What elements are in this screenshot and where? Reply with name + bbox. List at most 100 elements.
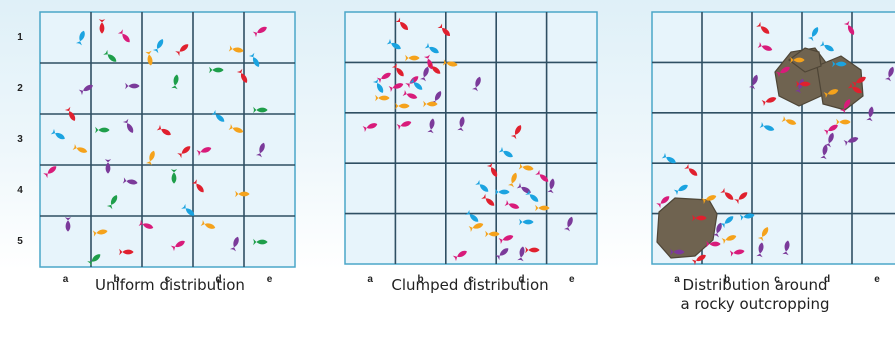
column-label: b xyxy=(113,274,120,285)
fish-icon xyxy=(424,42,439,54)
column-label: a xyxy=(674,274,680,285)
uniform-grid xyxy=(39,11,296,268)
fish-icon xyxy=(824,132,834,148)
grid-background xyxy=(344,11,598,265)
fish-icon xyxy=(75,30,85,46)
fish-icon xyxy=(720,216,734,229)
fish-icon xyxy=(252,26,267,38)
column-label: c xyxy=(164,274,171,285)
fish-icon xyxy=(471,76,481,92)
fish-icon xyxy=(228,123,244,133)
fish-icon xyxy=(196,147,212,157)
fish-icon xyxy=(547,178,555,194)
fish-icon xyxy=(518,163,534,171)
fish-icon xyxy=(517,246,525,262)
fish-icon xyxy=(820,144,828,160)
fish-icon xyxy=(706,240,721,248)
fish-icon xyxy=(535,204,550,212)
fish-icon xyxy=(498,235,514,245)
column-label: b xyxy=(417,274,424,285)
fish-icon xyxy=(734,192,748,205)
fish-icon xyxy=(87,254,101,267)
fish-icon xyxy=(832,60,847,68)
row-label: 3 xyxy=(17,133,23,145)
fish-icon xyxy=(253,106,268,114)
fish-icon xyxy=(117,29,130,43)
fish-icon xyxy=(228,45,244,53)
fish-icon xyxy=(495,188,510,196)
fish-icon xyxy=(98,19,106,34)
fish-icon xyxy=(402,89,418,99)
fish-icon xyxy=(375,94,390,102)
fish-icon xyxy=(721,235,737,245)
fish-icon xyxy=(171,74,179,90)
column-label: a xyxy=(62,274,69,285)
fish-icon xyxy=(761,97,777,107)
rock-outcropping xyxy=(816,55,864,111)
fish-icon xyxy=(391,63,404,77)
fish-icon xyxy=(103,49,117,62)
fish-icon xyxy=(145,150,155,166)
fish-icon xyxy=(661,152,676,164)
fish-icon xyxy=(92,229,108,237)
fish-icon xyxy=(235,190,250,198)
fish-icon xyxy=(138,219,154,229)
column-label: b xyxy=(723,274,731,285)
fish-icon xyxy=(64,106,76,121)
fish-icon xyxy=(748,74,758,90)
fish-icon xyxy=(475,179,489,192)
fish-icon xyxy=(64,217,72,232)
fish-icon xyxy=(409,77,423,90)
fish-icon xyxy=(507,172,517,188)
fish-icon xyxy=(866,106,874,122)
fish-icon xyxy=(200,219,216,229)
fish-icon xyxy=(175,44,189,57)
rocky-grid xyxy=(651,11,895,266)
fish-icon xyxy=(465,209,479,222)
fish-icon xyxy=(691,254,706,266)
fish-icon xyxy=(376,72,391,84)
fish-icon xyxy=(851,76,866,88)
fish-icon xyxy=(673,184,688,196)
fish-icon xyxy=(498,146,513,158)
fish-icon xyxy=(796,80,811,88)
fish-icon xyxy=(152,39,164,54)
fish-icon xyxy=(692,214,707,222)
fish-icon xyxy=(701,195,717,205)
fish-icon xyxy=(253,238,268,246)
fish-icon xyxy=(759,121,775,131)
fish-icon xyxy=(72,143,88,153)
fish-icon xyxy=(145,50,153,66)
fish-icon xyxy=(525,246,540,254)
fish-icon xyxy=(388,83,404,93)
caption-uniform: Uniform distribution xyxy=(40,276,300,295)
fish-icon xyxy=(847,82,862,94)
fish-icon xyxy=(248,52,260,67)
caption-line: a rocky outcropping xyxy=(680,295,830,313)
column-label: c xyxy=(468,274,474,285)
fish-icon xyxy=(757,227,769,242)
row-label: 2 xyxy=(17,82,23,94)
row-label: 1 xyxy=(17,31,23,43)
fish-icon xyxy=(437,23,450,36)
fish-icon xyxy=(405,54,420,62)
row-label: 5 xyxy=(17,235,23,247)
fish-icon xyxy=(782,240,790,256)
column-label: d xyxy=(823,274,831,285)
clumped-grid xyxy=(344,11,598,265)
rock-outcropping xyxy=(788,47,822,73)
fish-icon xyxy=(104,159,112,174)
fish-icon xyxy=(419,66,429,82)
fish-icon xyxy=(739,213,755,221)
fish-icon xyxy=(712,222,722,238)
fish-icon xyxy=(504,199,520,209)
caption-clumped: Clumped distribution xyxy=(340,276,600,295)
fish-icon xyxy=(78,84,93,96)
fish-icon xyxy=(670,248,685,256)
fish-icon xyxy=(884,66,894,82)
fish-icon xyxy=(656,196,670,209)
column-label: e xyxy=(266,274,273,285)
fish-icon xyxy=(442,59,458,67)
fish-icon xyxy=(729,249,745,257)
fish-icon xyxy=(209,66,224,74)
